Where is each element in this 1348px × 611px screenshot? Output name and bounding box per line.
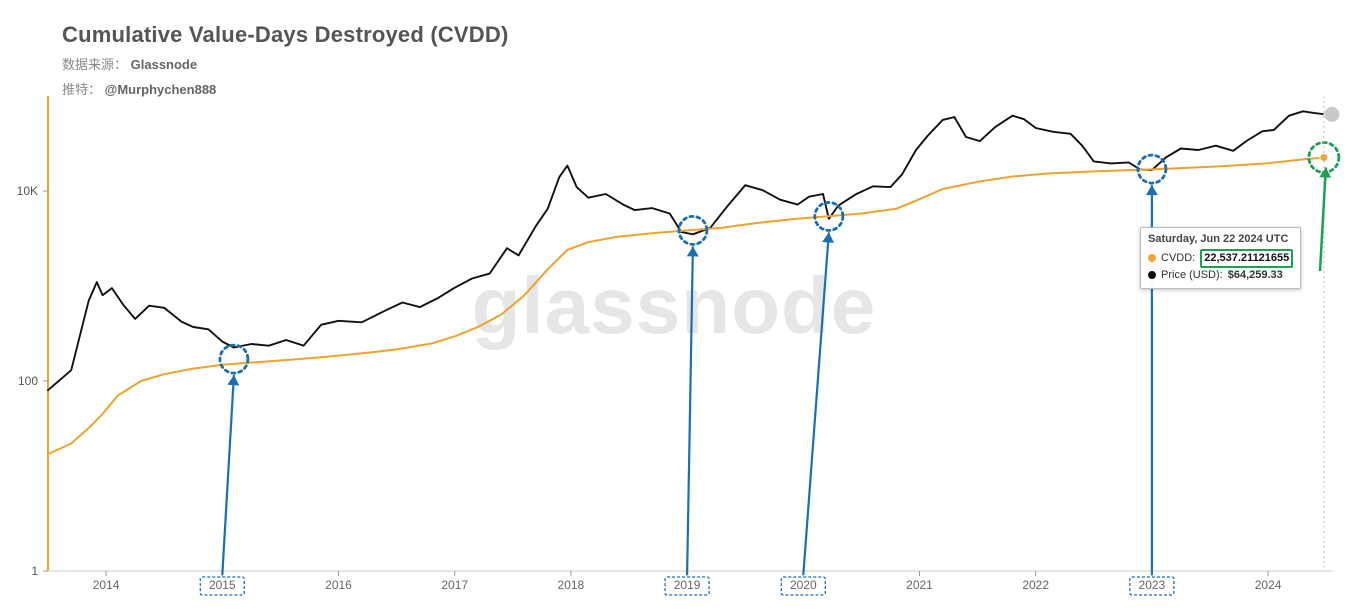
series-price bbox=[48, 111, 1324, 390]
svg-text:2020: 2020 bbox=[790, 578, 817, 592]
tooltip-title: Saturday, Jun 22 2024 UTC bbox=[1148, 232, 1293, 247]
svg-text:100: 100 bbox=[18, 374, 38, 388]
svg-text:2019: 2019 bbox=[674, 578, 701, 592]
tooltip-row: Price (USD): $64,259.33 bbox=[1148, 268, 1293, 283]
legend-dot bbox=[1148, 254, 1156, 262]
svg-text:2023: 2023 bbox=[1139, 578, 1166, 592]
chart-area[interactable]: 1 100 10K 2014 2015 2016 2017 2018 2019 2020 2021 2… bbox=[0, 0, 1348, 611]
svg-text:2014: 2014 bbox=[93, 578, 120, 592]
tooltip-row: CVDD: 22,537.21121655 bbox=[1148, 249, 1293, 268]
chart-root: { "header": { "title": "Cumulative Value… bbox=[0, 0, 1348, 611]
svg-text:2021: 2021 bbox=[906, 578, 933, 592]
series-cvdd bbox=[48, 158, 1324, 455]
svg-text:2022: 2022 bbox=[1022, 578, 1049, 592]
legend-dot bbox=[1148, 271, 1156, 279]
svg-text:1: 1 bbox=[31, 564, 38, 578]
svg-text:2017: 2017 bbox=[441, 578, 468, 592]
tooltip-value: $64,259.33 bbox=[1228, 268, 1283, 283]
tooltip-value-highlight: 22,537.21121655 bbox=[1200, 249, 1293, 268]
svg-text:2018: 2018 bbox=[558, 578, 585, 592]
hover-tooltip: Saturday, Jun 22 2024 UTC CVDD: 22,537.2… bbox=[1140, 227, 1301, 289]
svg-text:2016: 2016 bbox=[325, 578, 352, 592]
tooltip-label: Price (USD): bbox=[1161, 268, 1223, 283]
svg-text:2015: 2015 bbox=[209, 578, 236, 592]
chart-svg: 1 100 10K 2014 2015 2016 2017 2018 2019 2020 2021 2… bbox=[0, 0, 1348, 611]
svg-text:10K: 10K bbox=[17, 184, 38, 198]
tooltip-label: CVDD: bbox=[1161, 251, 1195, 266]
svg-text:2024: 2024 bbox=[1255, 578, 1282, 592]
